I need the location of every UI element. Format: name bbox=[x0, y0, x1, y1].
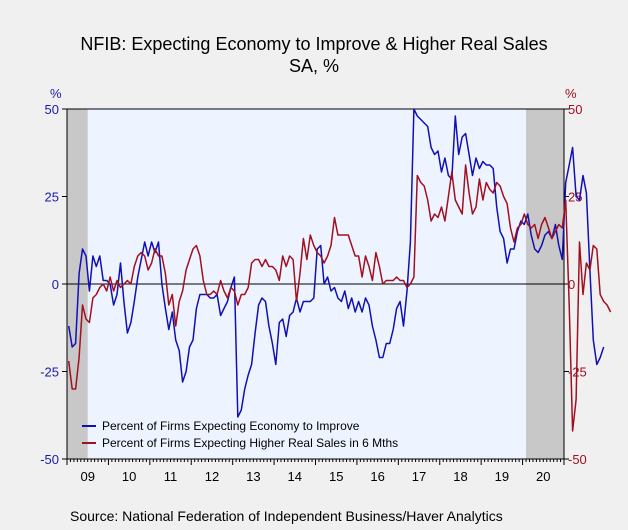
legend-label: Percent of Firms Expecting Higher Real S… bbox=[102, 436, 398, 450]
left-axis-unit: % bbox=[50, 86, 62, 101]
chart-subtitle: SA, % bbox=[288, 56, 340, 76]
left-y-tick-label: 25 bbox=[45, 190, 59, 205]
x-tick-label: 13 bbox=[246, 469, 260, 484]
right-y-tick-label: 50 bbox=[568, 102, 582, 117]
legend-label: Percent of Firms Expecting Economy to Im… bbox=[102, 419, 360, 433]
x-tick-label: 10 bbox=[122, 469, 136, 484]
source-note: Source: National Federation of Independe… bbox=[70, 508, 503, 524]
right-y-tick-label: 25 bbox=[568, 190, 582, 205]
x-tick-label: 12 bbox=[205, 469, 219, 484]
left-y-tick-label: 0 bbox=[52, 277, 59, 292]
series-line bbox=[67, 108, 605, 418]
x-tick-label: 17 bbox=[412, 469, 426, 484]
left-y-tick-label: 50 bbox=[45, 102, 59, 117]
chart-title: NFIB: Expecting Economy to Improve & Hig… bbox=[80, 34, 548, 54]
x-tick-label: 16 bbox=[370, 469, 384, 484]
right-axis-unit: % bbox=[565, 86, 577, 101]
left-y-tick-label: -50 bbox=[40, 452, 59, 467]
right-y-tick-label: 0 bbox=[568, 277, 575, 292]
x-tick-label: 09 bbox=[80, 469, 94, 484]
left-y-tick-label: -25 bbox=[40, 365, 59, 380]
x-tick-label: 15 bbox=[329, 469, 343, 484]
series-line bbox=[67, 164, 612, 432]
x-tick-label: 14 bbox=[288, 469, 302, 484]
x-tick-label: 11 bbox=[164, 469, 178, 484]
x-tick-label: 20 bbox=[536, 469, 550, 484]
x-tick-label: 19 bbox=[495, 469, 509, 484]
x-tick-label: 18 bbox=[453, 469, 467, 484]
right-y-tick-label: -50 bbox=[568, 452, 587, 467]
